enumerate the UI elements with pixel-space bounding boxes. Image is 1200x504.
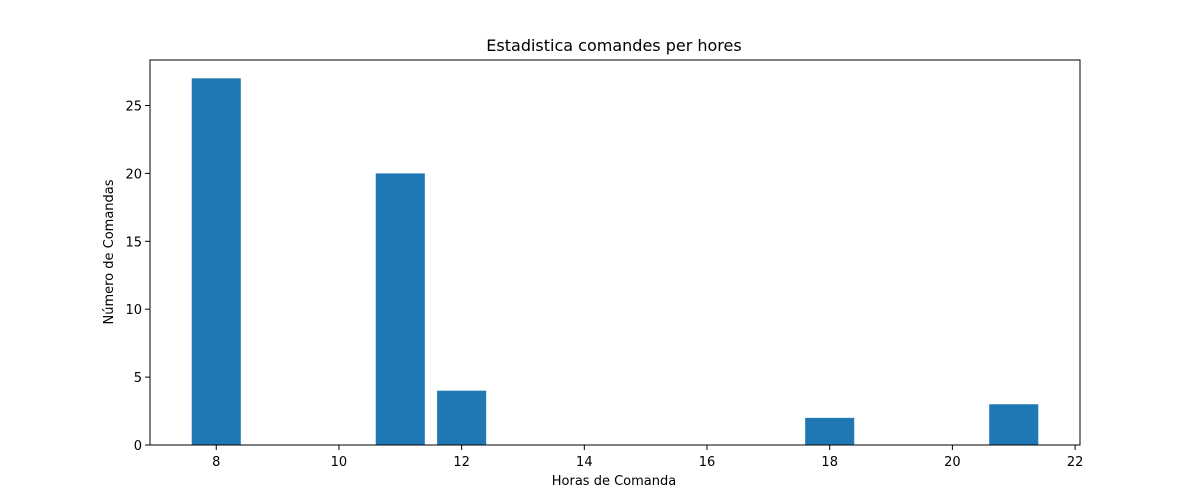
bar-hour-8	[191, 78, 241, 445]
x-tick-label: 14	[576, 455, 593, 470]
x-axis-ticks: 8 10 12 14 16 18 20 22	[212, 445, 1083, 470]
x-tick-label: 22	[1067, 455, 1084, 470]
x-tick-label: 18	[821, 455, 838, 470]
bar-hour-21	[989, 404, 1039, 445]
y-axis-ticks: 0 5 10 15 20 25	[125, 99, 150, 454]
y-tick-label: 0	[134, 439, 142, 454]
y-tick-label: 20	[125, 167, 142, 182]
x-tick-label: 8	[212, 455, 220, 470]
bars-group	[191, 78, 1039, 445]
y-axis-label: Número de Comandas	[102, 179, 117, 324]
bar-hour-12	[437, 390, 487, 445]
y-tick-label: 15	[125, 235, 142, 250]
bar-hour-18	[805, 417, 855, 445]
chart-title: Estadistica comandes per hores	[486, 36, 741, 55]
x-tick-label: 10	[331, 455, 348, 470]
x-tick-label: 16	[699, 455, 716, 470]
plot-area-frame	[149, 59, 1081, 446]
bar-hour-11	[375, 173, 425, 445]
x-tick-label: 20	[944, 455, 961, 470]
y-tick-label: 5	[134, 371, 142, 386]
x-tick-label: 12	[453, 455, 470, 470]
x-axis-label: Horas de Comanda	[552, 474, 676, 489]
y-tick-label: 25	[125, 99, 142, 114]
y-tick-label: 10	[125, 303, 142, 318]
